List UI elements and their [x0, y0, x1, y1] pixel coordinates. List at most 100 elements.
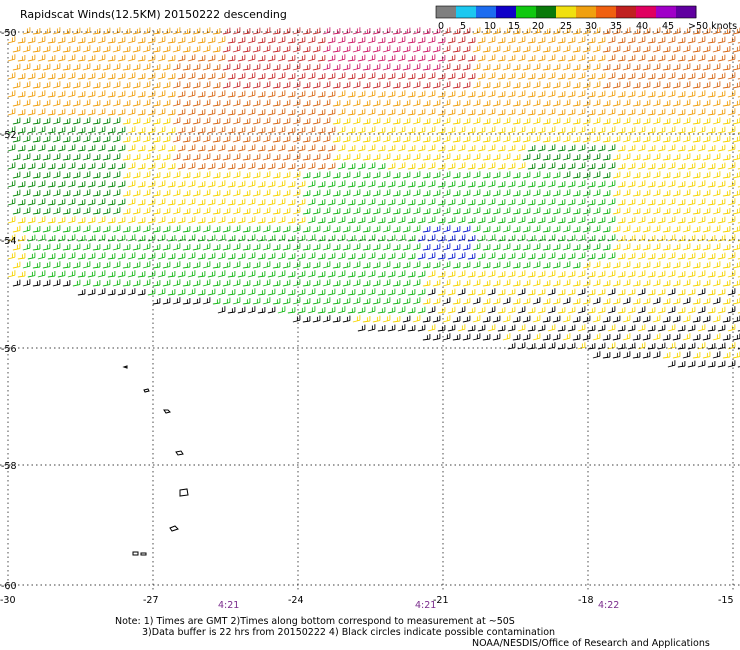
wind-barb [167, 217, 176, 224]
wind-barb [387, 288, 396, 296]
wind-barb [252, 117, 261, 125]
wind-barb [672, 333, 681, 341]
wind-barb [117, 90, 126, 98]
wind-barb [707, 307, 716, 314]
wind-barb [502, 99, 511, 107]
wind-barb [637, 108, 646, 116]
wind-barb [507, 288, 516, 296]
wind-barb [432, 81, 441, 89]
wind-barb [522, 135, 531, 143]
wind-barb [677, 271, 686, 278]
wind-barb [557, 91, 566, 98]
wind-barb [292, 81, 301, 89]
wind-barb [312, 207, 321, 215]
wind-barb [122, 172, 131, 179]
wind-barb [437, 217, 446, 224]
wind-barb [7, 252, 16, 260]
wind-barb [357, 270, 366, 278]
wind-barb [332, 190, 341, 197]
wind-barb [657, 90, 666, 98]
wind-barb [117, 288, 126, 296]
lon-label: -27 [143, 595, 159, 606]
wind-barb [662, 154, 671, 161]
wind-barb [152, 190, 161, 197]
wind-barb [727, 324, 736, 332]
wind-barb [482, 118, 491, 125]
wind-barb [97, 162, 106, 170]
wind-barb [242, 298, 251, 305]
wind-barb [452, 316, 461, 323]
wind-barb [22, 81, 31, 89]
wind-barb [497, 163, 506, 170]
wind-barb [237, 252, 246, 260]
wind-barb [412, 261, 421, 269]
wind-barb [117, 252, 126, 260]
wind-barb [527, 199, 536, 206]
wind-barb [537, 270, 546, 278]
wind-barb [192, 81, 201, 89]
wind-barb [22, 189, 31, 197]
wind-barb [187, 252, 196, 260]
wind-barb [652, 225, 661, 233]
wind-barb [592, 81, 601, 89]
wind-barb [602, 82, 611, 89]
wind-barb [447, 144, 456, 152]
wind-barb [597, 144, 606, 152]
wind-barb [237, 36, 246, 44]
wind-barb [582, 135, 591, 143]
wind-barb [217, 180, 226, 188]
wind-barb [562, 279, 571, 287]
wind-barb [172, 297, 181, 305]
wind-barb [157, 54, 166, 62]
wind-barb [722, 46, 731, 53]
wind-barb [557, 289, 566, 296]
wind-barb [577, 324, 586, 332]
wind-barb [647, 325, 656, 332]
wind-barb [297, 108, 306, 116]
wind-barb [647, 37, 656, 44]
wind-barb [587, 217, 596, 224]
wind-barb [362, 100, 371, 107]
wind-barb [492, 135, 501, 143]
wind-barb [642, 135, 651, 143]
wind-barb [717, 54, 726, 62]
wind-barb [172, 81, 181, 89]
wind-barb [422, 316, 431, 323]
wind-barb [722, 82, 731, 89]
wind-barb [342, 279, 351, 287]
wind-barb [392, 262, 401, 269]
wind-barb [7, 144, 16, 152]
wind-barb [737, 42, 740, 44]
wind-barb [182, 46, 191, 53]
wind-barb [142, 171, 151, 179]
wind-barb [447, 252, 456, 260]
wind-barb [737, 150, 740, 152]
wind-barb [182, 172, 191, 179]
wind-barb [477, 252, 486, 260]
wind-barb [137, 73, 146, 80]
wind-barb [277, 198, 286, 206]
wind-barb [82, 153, 91, 161]
wind-barb [587, 235, 596, 242]
wind-barb [687, 252, 696, 260]
wind-barb [92, 46, 101, 53]
wind-barb [732, 117, 740, 125]
wind-barb [227, 271, 236, 278]
note-line-2: 3)Data buffer is 22 hrs from 20150222 4)… [142, 627, 556, 638]
wind-barb [727, 234, 736, 242]
wind-barb [292, 99, 301, 107]
wind-barb [587, 55, 596, 62]
wind-barb [412, 189, 421, 197]
wind-barb [432, 279, 441, 287]
wind-barb [417, 72, 426, 80]
wind-barb [67, 54, 76, 62]
wind-barb [282, 153, 291, 161]
legend-label: 20 [532, 21, 544, 32]
wind-barb [627, 198, 636, 206]
wind-barb [107, 127, 116, 134]
wind-barb [142, 135, 151, 143]
wind-barb [687, 72, 696, 80]
wind-barb [697, 252, 706, 260]
wind-barb [637, 90, 646, 98]
wind-barb [392, 172, 401, 179]
